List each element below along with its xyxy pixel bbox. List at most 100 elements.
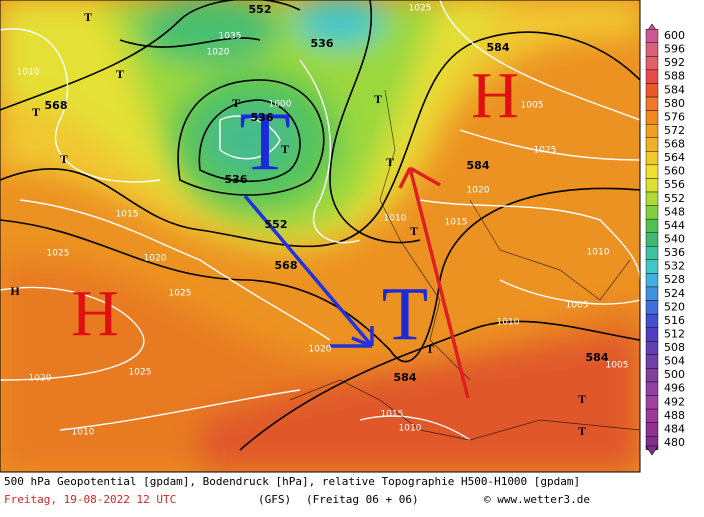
colorbar-swatch — [645, 232, 659, 247]
contour-label: 1010 — [399, 424, 422, 434]
colorbar-label: 576 — [664, 110, 685, 123]
colorbar-swatch — [645, 422, 659, 437]
small-center-label: T — [281, 142, 289, 156]
colorbar-label: 496 — [664, 382, 685, 395]
contour-label: 1035 — [219, 32, 242, 42]
small-center-label: T — [116, 67, 124, 81]
colorbar-label: 592 — [664, 56, 685, 69]
colorbar-swatch — [645, 368, 659, 383]
footer-title: 500 hPa Geopotential [gpdam], Bodendruck… — [4, 475, 580, 488]
footer-credit: © www.wetter3.de — [484, 493, 590, 506]
contour-label: 1025 — [47, 249, 70, 259]
contour-label: 1025 — [129, 368, 152, 378]
colorbar-label: 500 — [664, 368, 685, 381]
colorbar-label: 548 — [664, 205, 685, 218]
colorbar-label: 584 — [664, 83, 685, 96]
colorbar-swatch — [645, 381, 659, 396]
colorbar-label: 568 — [664, 138, 685, 151]
small-center-label: T — [578, 392, 586, 406]
contour-label: 584 — [586, 351, 609, 364]
contour-label: 584 — [394, 371, 417, 384]
contour-label: 1015 — [116, 210, 139, 220]
contour-label: 1020 — [144, 254, 167, 264]
small-center-label: T — [386, 155, 394, 169]
colorbar-label: 600 — [664, 29, 685, 42]
contour-label: 1020 — [467, 186, 490, 196]
colorbar-swatch — [645, 300, 659, 315]
colorbar-swatch — [645, 110, 659, 125]
small-center-label: T — [232, 96, 240, 110]
contour-label: 568 — [45, 99, 68, 112]
contour-label: 568 — [275, 259, 298, 272]
colorbar-label: 520 — [664, 300, 685, 313]
pressure-center: H — [71, 277, 119, 350]
footer-date: Freitag, 19-08-2022 12 UTC — [4, 493, 176, 506]
colorbar-arrow — [645, 445, 659, 456]
contour-label: 536 — [251, 111, 274, 124]
colorbar-swatch — [645, 191, 659, 206]
colorbar-label: 508 — [664, 341, 685, 354]
colorbar-swatch — [645, 56, 659, 71]
colorbar-label: 532 — [664, 260, 685, 273]
colorbar-swatch — [645, 137, 659, 152]
contour-label: 584 — [467, 159, 490, 172]
colorbar-swatch — [645, 286, 659, 301]
colorbar-label: 560 — [664, 165, 685, 178]
colorbar-swatch — [645, 151, 659, 166]
contour-label: 1005 — [521, 101, 544, 111]
contour-label: 1020 — [29, 374, 52, 384]
contour-label: 1010 — [72, 428, 95, 438]
colorbar-swatch — [645, 205, 659, 220]
colorbar-label: 544 — [664, 219, 685, 232]
small-center-label: T — [60, 152, 68, 166]
colorbar-swatch — [645, 395, 659, 410]
contour-label: 1010 — [497, 318, 520, 328]
colorbar-label: 556 — [664, 178, 685, 191]
pressure-center: T — [382, 272, 428, 356]
footer-run: (Freitag 06 + 06) — [306, 493, 419, 506]
small-center-label: T — [578, 424, 586, 438]
small-center-label: T — [374, 92, 382, 106]
pressure-center: T — [239, 95, 290, 188]
contour-label: 536 — [225, 173, 248, 186]
contour-label: 1010 — [17, 68, 40, 78]
colorbar-label: 492 — [664, 395, 685, 408]
colorbar-label: 488 — [664, 409, 685, 422]
small-center-label: T — [84, 10, 92, 24]
colorbar-label: 480 — [664, 436, 685, 449]
colorbar-swatch — [645, 313, 659, 328]
small-center-label: T — [426, 342, 434, 356]
contour-label: 1005 — [566, 301, 589, 311]
footer-model: (GFS) — [258, 493, 291, 506]
colorbar-label: 484 — [664, 422, 685, 435]
colorbar-label: 528 — [664, 273, 685, 286]
colorbar-swatch — [645, 246, 659, 261]
small-center-label: T — [32, 105, 40, 119]
pressure-center: H — [471, 59, 519, 132]
colorbar-label: 596 — [664, 43, 685, 56]
colorbar-label: 552 — [664, 192, 685, 205]
colorbar-label: 512 — [664, 327, 685, 340]
colorbar-label: 524 — [664, 287, 685, 300]
colorbar-swatch — [645, 69, 659, 84]
contour-label: 584 — [487, 41, 510, 54]
colorbar-swatch — [645, 42, 659, 57]
colorbar-swatch — [645, 408, 659, 423]
colorbar-swatch — [645, 341, 659, 356]
colorbar-swatch — [645, 29, 659, 43]
contour-label: 1025 — [409, 4, 432, 14]
contour-label: 1025 — [534, 146, 557, 156]
colorbar-label: 564 — [664, 151, 685, 164]
colorbar-swatch — [645, 273, 659, 288]
colorbar-label: 580 — [664, 97, 685, 110]
colorbar-swatch — [645, 218, 659, 233]
colorbar-swatch — [645, 96, 659, 111]
colorbar-label: 536 — [664, 246, 685, 259]
colorbar-swatch — [645, 164, 659, 179]
contour-label: 1010 — [587, 248, 610, 258]
map-area: HHTT552536536584568568584584552584536102… — [0, 0, 640, 472]
colorbar-label: 516 — [664, 314, 685, 327]
contour-label: 1025 — [169, 289, 192, 299]
